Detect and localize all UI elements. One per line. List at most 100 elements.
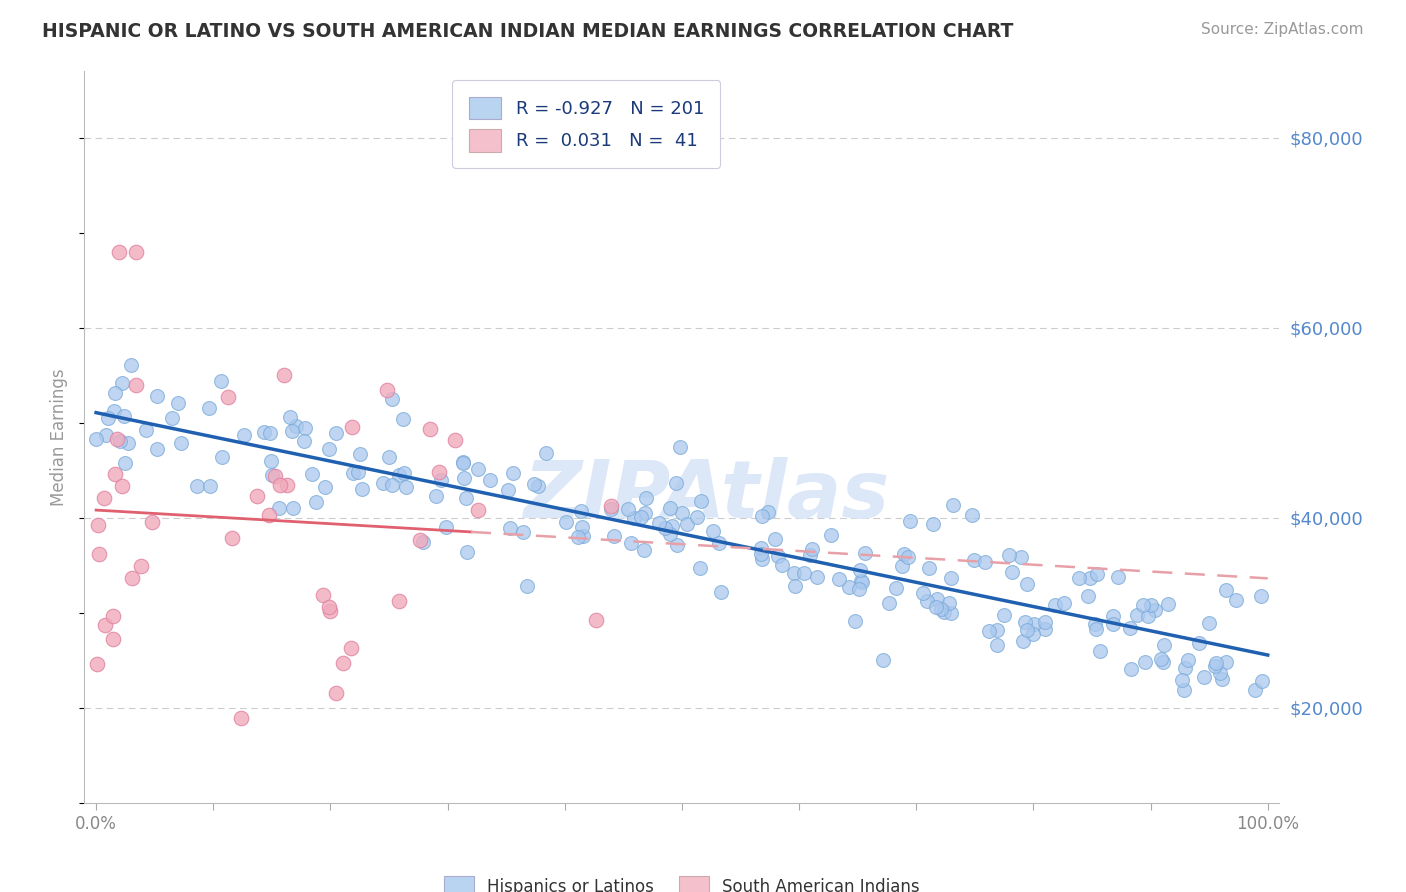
Point — [1119, 662, 1142, 676]
Point — [890, 558, 912, 573]
Point — [1137, 609, 1160, 624]
Point — [169, 435, 191, 450]
Point — [1170, 673, 1192, 687]
Point — [534, 446, 557, 460]
Point — [585, 613, 607, 627]
Point — [350, 482, 373, 496]
Point — [257, 508, 280, 522]
Point — [146, 442, 169, 457]
Point — [378, 450, 401, 465]
Point — [932, 605, 955, 619]
Point — [973, 555, 995, 569]
Point — [281, 424, 304, 438]
Point — [371, 476, 394, 491]
Point — [141, 515, 163, 529]
Point — [211, 450, 233, 464]
Point — [960, 508, 983, 523]
Point — [419, 422, 441, 436]
Point — [1215, 583, 1237, 598]
Point — [897, 549, 920, 564]
Point — [600, 502, 623, 516]
Point — [108, 434, 131, 448]
Point — [851, 574, 873, 589]
Point — [1150, 651, 1173, 665]
Point — [1102, 617, 1125, 632]
Point — [285, 418, 308, 433]
Point — [620, 536, 643, 550]
Point — [434, 520, 457, 534]
Point — [838, 580, 860, 594]
Point — [554, 515, 576, 529]
Point — [977, 624, 1000, 639]
Point — [929, 602, 952, 616]
Point — [340, 420, 363, 434]
Point — [671, 506, 693, 520]
Point — [454, 491, 477, 506]
Point — [260, 467, 283, 482]
Point — [911, 586, 934, 600]
Point — [87, 547, 110, 561]
Point — [1251, 674, 1274, 689]
Point — [1244, 683, 1267, 698]
Point — [1015, 623, 1038, 637]
Point — [669, 440, 692, 454]
Point — [281, 501, 304, 516]
Point — [1001, 565, 1024, 579]
Point — [409, 533, 432, 548]
Point — [623, 511, 645, 525]
Point — [917, 594, 939, 608]
Point — [820, 528, 842, 542]
Point — [278, 409, 301, 424]
Point — [707, 536, 730, 550]
Point — [120, 358, 142, 372]
Point — [467, 461, 489, 475]
Point — [104, 385, 127, 400]
Point — [101, 632, 124, 647]
Point — [1011, 634, 1033, 648]
Point — [319, 605, 342, 619]
Point — [1022, 627, 1045, 641]
Point — [1010, 550, 1032, 565]
Point — [103, 404, 125, 418]
Point — [665, 538, 688, 552]
Point — [111, 479, 134, 493]
Point — [1152, 655, 1174, 669]
Point — [499, 521, 522, 535]
Point — [675, 516, 697, 531]
Point — [110, 376, 132, 391]
Point — [1143, 603, 1166, 617]
Point — [1107, 570, 1129, 584]
Point — [381, 392, 404, 407]
Point — [793, 566, 815, 580]
Point — [1188, 636, 1211, 650]
Point — [938, 597, 960, 611]
Point — [135, 423, 157, 437]
Point — [325, 685, 347, 699]
Point — [209, 374, 232, 388]
Point — [806, 570, 828, 584]
Point — [1015, 576, 1038, 591]
Point — [146, 389, 169, 403]
Point — [430, 474, 453, 488]
Point — [702, 524, 724, 538]
Point — [898, 514, 921, 528]
Point — [198, 479, 221, 493]
Point — [630, 510, 652, 524]
Point — [872, 652, 894, 666]
Point — [600, 499, 623, 513]
Point — [269, 478, 291, 492]
Point — [412, 535, 434, 549]
Point — [104, 467, 127, 481]
Point — [105, 433, 128, 447]
Point — [658, 527, 681, 541]
Point — [884, 581, 907, 595]
Point — [264, 469, 287, 483]
Point — [1084, 617, 1107, 632]
Point — [273, 368, 295, 383]
Point — [267, 500, 290, 515]
Point — [527, 479, 550, 493]
Point — [246, 489, 269, 503]
Point — [1132, 599, 1154, 613]
Point — [443, 433, 465, 447]
Point — [783, 566, 806, 581]
